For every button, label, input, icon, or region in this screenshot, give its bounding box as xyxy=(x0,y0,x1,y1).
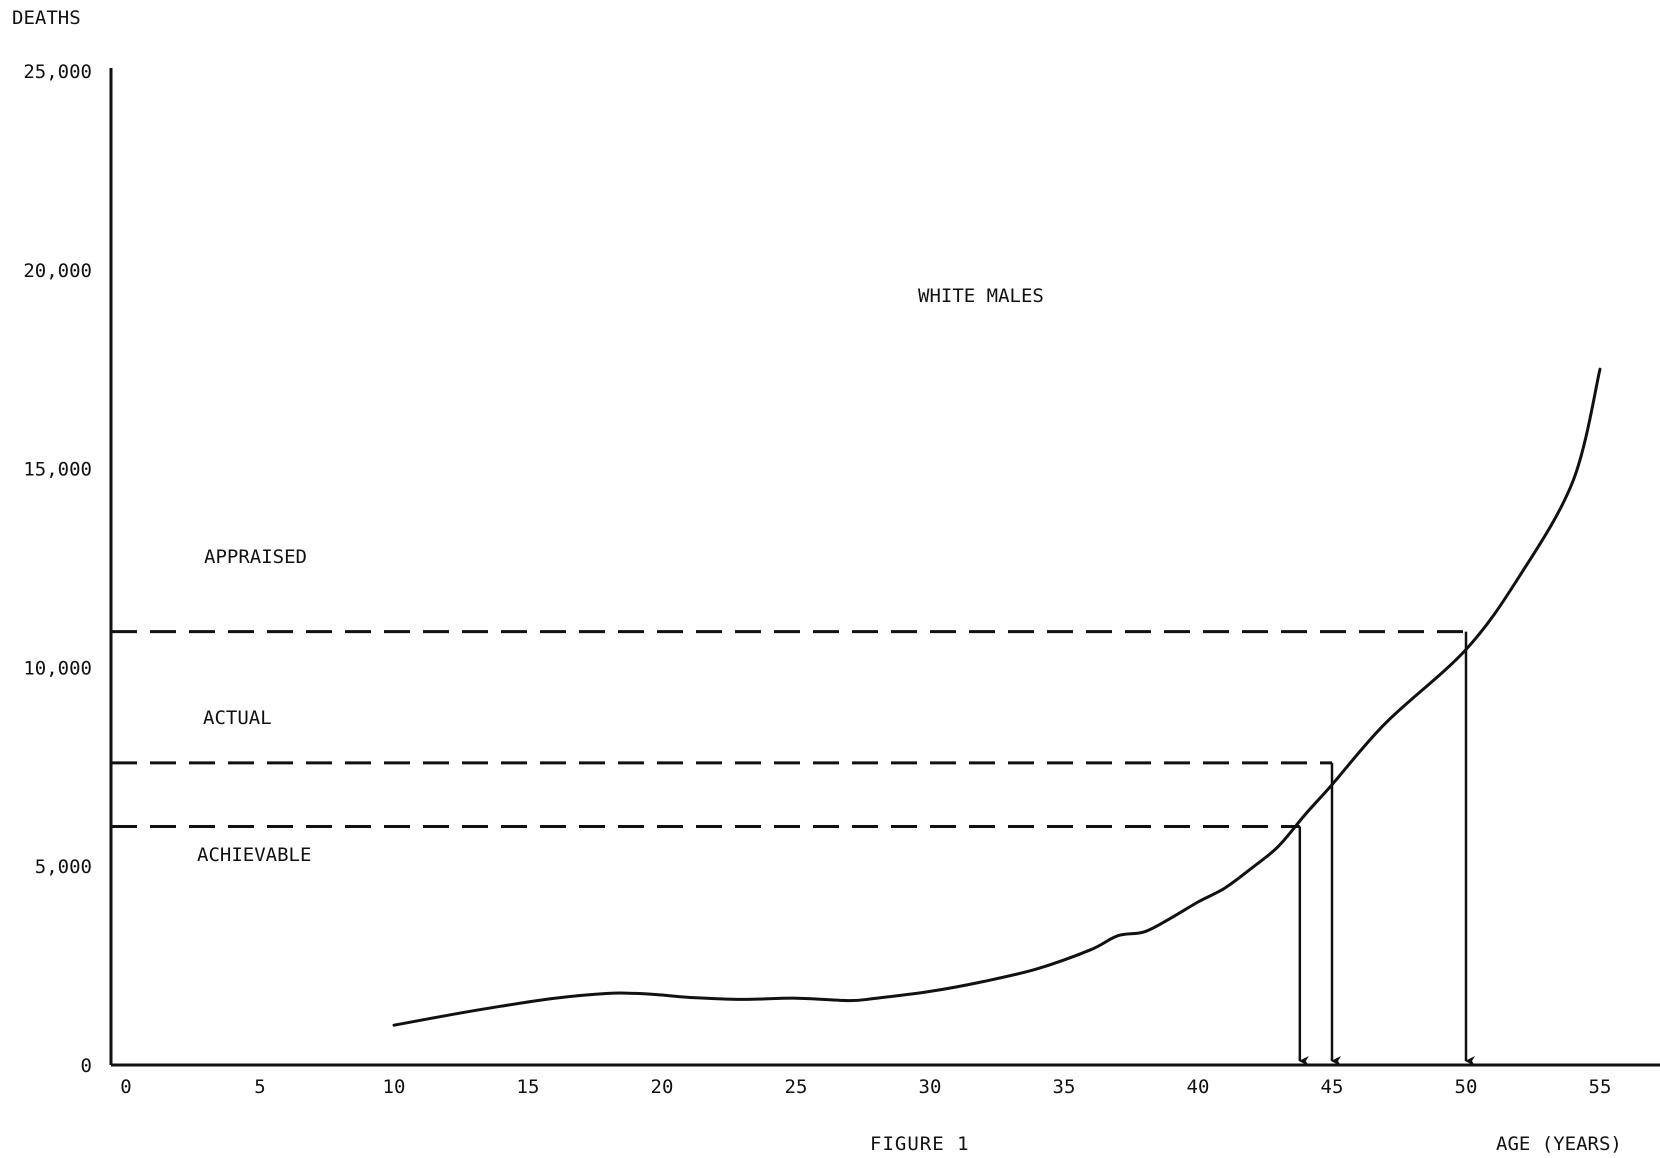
reference-line-label: ACHIEVABLE xyxy=(197,844,311,866)
series-group xyxy=(392,367,1602,1027)
chart-title: WHITE MALES xyxy=(918,285,1044,307)
x-tick-label: 30 xyxy=(919,1076,942,1098)
y-axis-title: DEATHS xyxy=(12,7,81,29)
x-tick-label: 50 xyxy=(1455,1076,1478,1098)
y-tick-label: 25,000 xyxy=(23,61,92,83)
x-tick-label: 25 xyxy=(785,1076,808,1098)
x-tick-label: 45 xyxy=(1321,1076,1344,1098)
y-tick-label: 5,000 xyxy=(35,856,92,878)
x-tick-label: 40 xyxy=(1187,1076,1210,1098)
y-tick-label: 15,000 xyxy=(23,459,92,481)
deaths-curve xyxy=(392,367,1602,1027)
x-tick-label: 55 xyxy=(1589,1076,1612,1098)
x-tick-label: 20 xyxy=(651,1076,674,1098)
x-tick-label: 0 xyxy=(120,1076,131,1098)
reference-line-label: ACTUAL xyxy=(203,707,272,729)
y-tick-label: 20,000 xyxy=(23,260,92,282)
reference-line-label: APPRAISED xyxy=(204,546,307,568)
x-axis-title: AGE (YEARS) xyxy=(1496,1133,1622,1155)
y-tick-label: 10,000 xyxy=(23,657,92,679)
y-tick-label: 0 xyxy=(81,1055,92,1077)
x-tick-labels: 0 5 10 15 20 25 30 35 40 45 50 55 xyxy=(120,1076,1611,1098)
x-tick-label: 15 xyxy=(517,1076,540,1098)
x-tick-label: 10 xyxy=(383,1076,406,1098)
y-tick-labels: 0 5,000 10,000 15,000 20,000 25,000 xyxy=(23,61,92,1077)
x-tick-label: 35 xyxy=(1053,1076,1076,1098)
reference-lines: APPRAISED ACTUAL ACHIEVABLE xyxy=(111,546,1475,1066)
x-tick-label: 5 xyxy=(254,1076,265,1098)
figure-caption: FIGURE 1 xyxy=(870,1133,970,1155)
